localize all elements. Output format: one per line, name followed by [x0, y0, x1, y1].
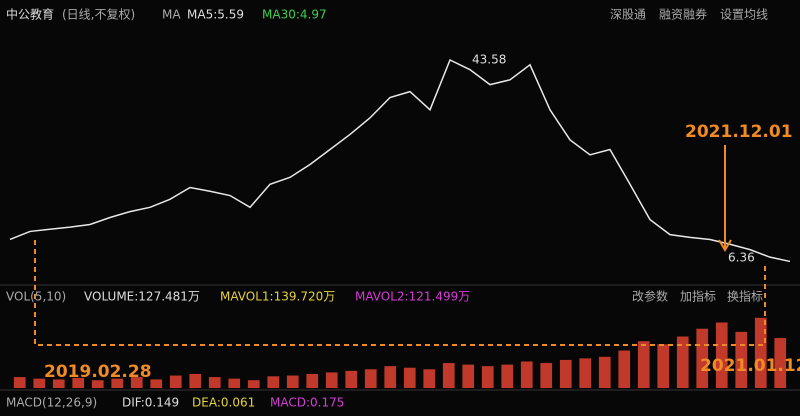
- volume-bar: [481, 366, 494, 388]
- high-label: 43.58: [472, 53, 506, 67]
- date-guide: [34, 240, 766, 346]
- volume-bar: [540, 363, 553, 388]
- volume-bar: [267, 376, 280, 388]
- volume-bar: [462, 364, 475, 388]
- volume-bar: [91, 380, 104, 388]
- volume-bar: [228, 378, 241, 388]
- arrow: [718, 145, 732, 252]
- vol-mavol2: MAVOL2:121.499万: [355, 290, 470, 304]
- volume-bar: [286, 375, 299, 388]
- volume-bar: [111, 378, 124, 388]
- date-label: 2021.12.01: [685, 122, 793, 142]
- date-label: 2019.02.28: [44, 362, 152, 382]
- marks: [9, 58, 791, 388]
- low-label: 6.36: [728, 251, 755, 265]
- vol-title: VOL(5,10): [6, 290, 66, 304]
- volume-bar: [754, 317, 767, 388]
- volume-bar: [189, 373, 202, 388]
- volume-bar: [423, 369, 436, 388]
- volume-bar: [364, 369, 377, 388]
- volume-bar: [150, 379, 163, 388]
- volume-bar: [13, 377, 26, 388]
- volume-bar: [306, 373, 319, 388]
- ma-label: MA: [162, 8, 181, 22]
- vol-volume: VOLUME:127.481万: [84, 290, 200, 304]
- volume-bar: [637, 341, 650, 388]
- price-line: [9, 58, 791, 263]
- volume-bar: [559, 359, 572, 388]
- volume-bar: [384, 366, 397, 388]
- ma5: MA5:5.59: [187, 8, 244, 22]
- macd-macd: MACD:0.175: [270, 396, 344, 410]
- volume-bar: [501, 364, 514, 388]
- volume-bar: [735, 331, 748, 388]
- volume-bar: [208, 377, 221, 388]
- volume-bar: [774, 338, 787, 388]
- volume-bar: [520, 361, 533, 388]
- volume-bar: [598, 356, 611, 388]
- stock-name: 中公教育: [6, 7, 54, 22]
- volume-bar: [696, 328, 709, 388]
- volume-bar: [657, 344, 670, 388]
- volume-bar: [52, 379, 65, 388]
- volume-bar: [72, 377, 85, 388]
- volume-bar: [676, 336, 689, 388]
- macd-dif: DIF:0.149: [122, 396, 179, 410]
- volume-bar: [345, 370, 358, 388]
- button[interactable]: 换指标: [727, 289, 763, 304]
- volume-bar: [618, 350, 631, 388]
- macd-dea: DEA:0.061: [192, 396, 255, 410]
- macd-title: MACD(12,26,9): [6, 396, 97, 410]
- volume-bar: [169, 375, 182, 388]
- button[interactable]: 深股通: [610, 8, 646, 22]
- button[interactable]: 加指标: [680, 289, 716, 304]
- date-label: 2021.01.12: [700, 356, 800, 376]
- volume-bar: [579, 358, 592, 388]
- volume-bar: [442, 363, 455, 388]
- vol-mavol1: MAVOL1:139.720万: [220, 290, 335, 304]
- volume-bar: [247, 380, 260, 388]
- volume-bar: [130, 377, 143, 388]
- ma30: MA30:4.97: [262, 8, 327, 22]
- period: (日线,不复权): [62, 8, 135, 22]
- volume-bar: [403, 367, 416, 388]
- button[interactable]: 设置均线: [720, 8, 768, 22]
- button[interactable]: 融资融券: [659, 7, 707, 22]
- volume-bar: [325, 372, 338, 388]
- volume-bar: [715, 322, 728, 388]
- volume-bar: [33, 378, 46, 388]
- button[interactable]: 改参数: [632, 289, 668, 304]
